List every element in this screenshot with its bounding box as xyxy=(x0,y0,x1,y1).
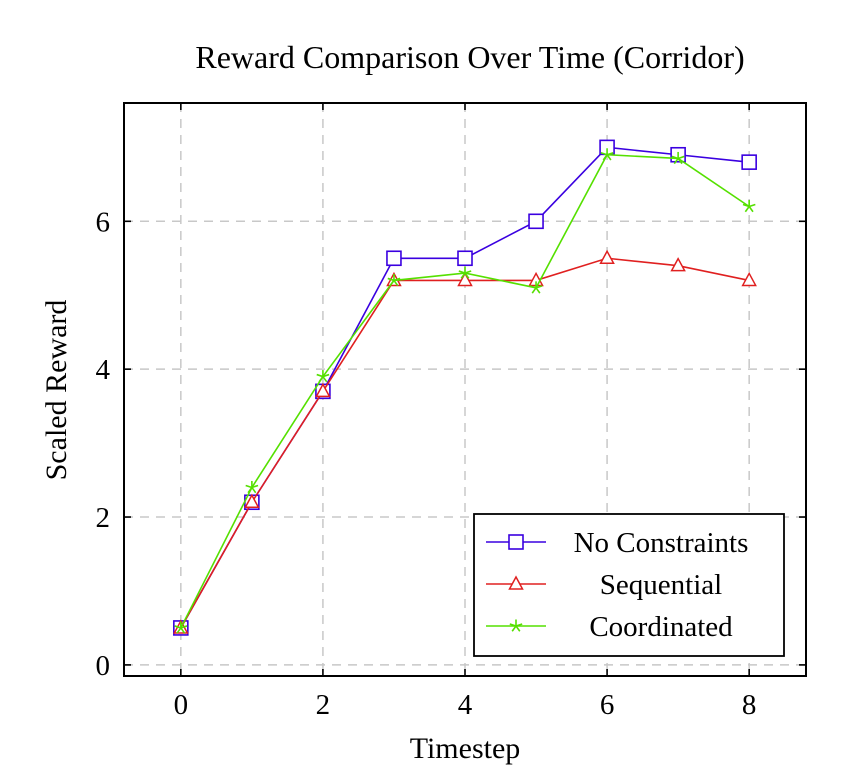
y-tick-label: 2 xyxy=(96,502,111,534)
axis-ticks: 0 2 4 6 8 0 2 4 6 xyxy=(96,103,806,721)
chart-title: Reward Comparison Over Time (Corridor) xyxy=(195,39,744,75)
data-point xyxy=(245,480,259,494)
x-tick-label: 0 xyxy=(174,689,189,721)
data-point xyxy=(316,370,330,383)
data-point xyxy=(244,493,260,509)
data-point xyxy=(528,213,544,230)
legend-entry: No Constraints xyxy=(486,527,748,559)
data-point xyxy=(671,151,685,165)
data-point xyxy=(457,271,473,287)
x-tick-label: 2 xyxy=(316,689,331,721)
series-layer xyxy=(173,139,757,636)
data-point xyxy=(741,154,757,170)
data-point xyxy=(529,281,543,294)
data-point xyxy=(457,250,473,267)
data-point xyxy=(599,249,615,265)
x-tick-label: 4 xyxy=(458,689,473,721)
y-tick-label: 0 xyxy=(96,650,111,682)
y-tick-label: 6 xyxy=(96,206,111,238)
legend-marker xyxy=(508,534,524,550)
legend-label: Coordinated xyxy=(589,611,733,643)
series-coordinated xyxy=(174,148,756,634)
legend-marker xyxy=(509,619,523,632)
legend-box xyxy=(473,513,785,657)
legend-entries: No Constraints Sequential Coordinated xyxy=(486,527,748,643)
legend: No Constraints Sequential Coordinated xyxy=(473,513,785,657)
data-point xyxy=(670,257,686,272)
x-tick-label: 8 xyxy=(742,689,757,721)
data-point xyxy=(387,273,401,287)
legend-marker xyxy=(508,575,524,590)
data-point xyxy=(742,200,756,213)
data-point xyxy=(315,382,331,398)
data-point xyxy=(386,250,402,267)
legend-label: No Constraints xyxy=(574,527,749,559)
data-point xyxy=(741,271,757,287)
legend-entry: Sequential xyxy=(486,569,722,601)
legend-label: Sequential xyxy=(600,569,722,601)
legend-entry: Coordinated xyxy=(486,611,733,643)
data-point xyxy=(174,621,188,634)
data-point xyxy=(600,148,614,161)
y-tick-label: 4 xyxy=(96,354,111,386)
x-axis-label: Timestep xyxy=(410,732,521,765)
data-point xyxy=(458,266,472,279)
x-tick-label: 6 xyxy=(600,689,615,721)
y-axis-label: Scaled Reward xyxy=(40,300,73,481)
